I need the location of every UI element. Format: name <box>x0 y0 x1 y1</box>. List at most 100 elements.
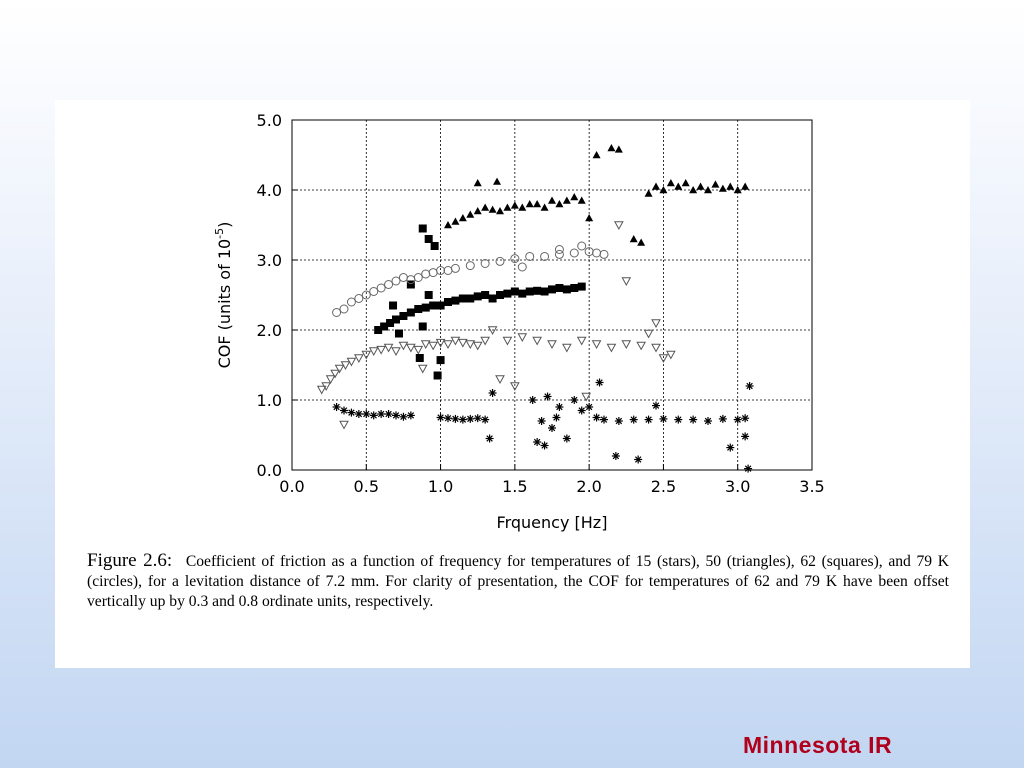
triangle-marker <box>420 340 431 350</box>
y-label-text: ) <box>215 222 234 228</box>
x-tick-label: 2.0 <box>576 477 601 496</box>
triangle-marker <box>525 200 534 208</box>
star-stroke <box>645 416 652 423</box>
circle-marker <box>354 294 364 303</box>
triangle-marker <box>562 196 571 204</box>
triangle-marker <box>581 392 592 402</box>
circle-marker <box>577 241 587 251</box>
star-stroke <box>474 414 481 422</box>
star-marker <box>595 378 604 387</box>
square-marker <box>518 289 527 298</box>
circle-marker <box>510 254 520 264</box>
star-stroke <box>385 410 392 418</box>
circle-marker <box>450 263 460 273</box>
triangle-marker <box>570 193 579 201</box>
triangle-marker <box>428 341 438 351</box>
square-marker <box>540 287 549 296</box>
star-marker <box>369 411 378 420</box>
star-marker <box>592 413 601 422</box>
triangle-marker <box>718 184 727 192</box>
circle-marker <box>332 308 342 317</box>
star-marker <box>689 415 698 424</box>
square-marker <box>389 301 398 310</box>
square-marker <box>406 308 415 317</box>
star-stroke <box>444 414 452 422</box>
star-marker <box>629 415 638 424</box>
triangle-marker <box>711 180 720 188</box>
circle-marker <box>517 262 527 272</box>
triangle-marker <box>629 235 638 243</box>
triangle-marker <box>368 347 379 357</box>
circle-marker <box>376 283 386 293</box>
star-stroke <box>400 413 407 421</box>
star-marker <box>741 414 750 423</box>
triangle-marker <box>325 375 336 385</box>
x-tick-label: 0.0 <box>279 477 304 496</box>
triangle-marker <box>451 217 460 225</box>
star-stroke <box>741 433 749 440</box>
triangle-marker <box>473 179 482 187</box>
triangle-marker <box>659 186 668 194</box>
star-stroke <box>544 393 551 400</box>
star-stroke <box>556 403 563 411</box>
star-marker <box>533 438 542 446</box>
triangle-marker <box>562 343 572 353</box>
triangle-marker <box>493 177 502 185</box>
star-marker <box>406 411 415 420</box>
square-marker <box>436 356 445 365</box>
star-marker <box>436 413 445 422</box>
triangle-marker <box>614 221 624 231</box>
star-stroke <box>541 442 548 449</box>
circle-marker <box>540 252 550 261</box>
star-marker <box>362 410 371 418</box>
circle-marker <box>421 269 431 279</box>
star-stroke <box>407 412 415 419</box>
circle-marker <box>569 248 579 258</box>
triangle-marker <box>330 369 340 379</box>
square-marker <box>473 292 482 301</box>
triangle-marker <box>540 203 549 211</box>
triangle-marker <box>518 203 527 211</box>
y-tick-label: 4.0 <box>257 181 282 200</box>
star-marker <box>634 455 643 464</box>
triangle-marker <box>495 375 505 385</box>
x-tick-label: 1.0 <box>428 477 453 496</box>
star-marker <box>600 415 608 424</box>
triangle-marker <box>741 182 750 190</box>
y-tick-label: 1.0 <box>257 391 282 410</box>
star-stroke <box>348 409 355 416</box>
triangle-marker <box>340 361 351 371</box>
circle-marker <box>480 259 490 268</box>
star-marker <box>733 415 742 424</box>
square-marker <box>414 305 423 313</box>
star-stroke <box>746 382 753 390</box>
triangle-marker <box>592 151 601 159</box>
star-marker <box>552 413 561 422</box>
triangle-marker <box>621 277 632 287</box>
star-marker <box>488 389 497 397</box>
triangle-marker <box>547 340 557 350</box>
circle-marker <box>391 276 401 286</box>
triangle-marker <box>391 347 401 357</box>
star-stroke <box>481 416 489 423</box>
star-stroke <box>689 416 697 423</box>
star-marker <box>562 434 571 443</box>
star-stroke <box>548 424 556 432</box>
star-marker <box>555 403 564 411</box>
triangle-marker <box>443 340 453 350</box>
triangle-marker <box>621 340 632 350</box>
star-stroke <box>593 414 600 421</box>
square-marker <box>548 285 556 294</box>
star-stroke <box>612 452 620 460</box>
star-stroke <box>675 416 682 423</box>
star-stroke <box>340 407 348 414</box>
triangle-marker <box>502 336 513 346</box>
x-axis-label: Frquency [Hz] <box>497 513 608 532</box>
star-stroke <box>489 389 496 397</box>
triangle-marker <box>354 354 364 364</box>
star-stroke <box>719 415 727 423</box>
star-marker <box>543 392 552 401</box>
circle-marker <box>554 249 564 259</box>
circle-marker <box>495 256 505 266</box>
triangle-marker <box>696 182 705 190</box>
